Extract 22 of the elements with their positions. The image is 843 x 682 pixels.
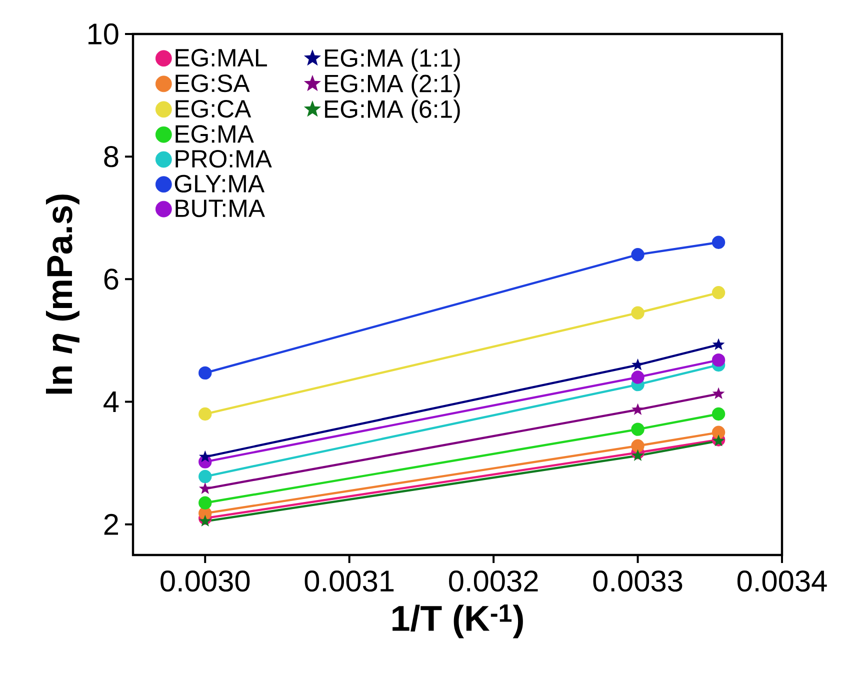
x-tick-label: 0.0031 [304,570,394,592]
x-tick-label: 0.0032 [449,570,538,592]
legend-label: GLY:MA [174,174,265,193]
y-tick-label: 10 [88,23,118,45]
y-tick-label: 2 [104,514,118,535]
x-tick-label: 0.0033 [593,570,682,592]
legend-label: PRO:MA [176,150,272,168]
legend-label: EG:SA [176,74,250,92]
legend-label: EG:CA [176,100,252,118]
legend-label: EG:MA (2:1) [325,74,460,98]
y-tick-label: 8 [104,146,118,168]
legend-label: EG:MAL [176,48,267,67]
y-tick-label: 6 [104,268,118,290]
legend-label: EG:MA [176,125,254,143]
x-tick-label: 0.0030 [160,570,250,592]
x-axis-title: 1/T (K$^{-1}$) [392,604,523,638]
y-axis-title: ln η (mPa.s) [46,194,80,394]
y-tick-label: 4 [104,391,119,412]
x-tick-label: 0.0034 [737,570,827,592]
legend-label: EG:MA (6:1) [325,100,460,123]
legend-label: EG:MA (1:1) [325,48,460,72]
legend-label: BUT:MA [176,200,265,218]
